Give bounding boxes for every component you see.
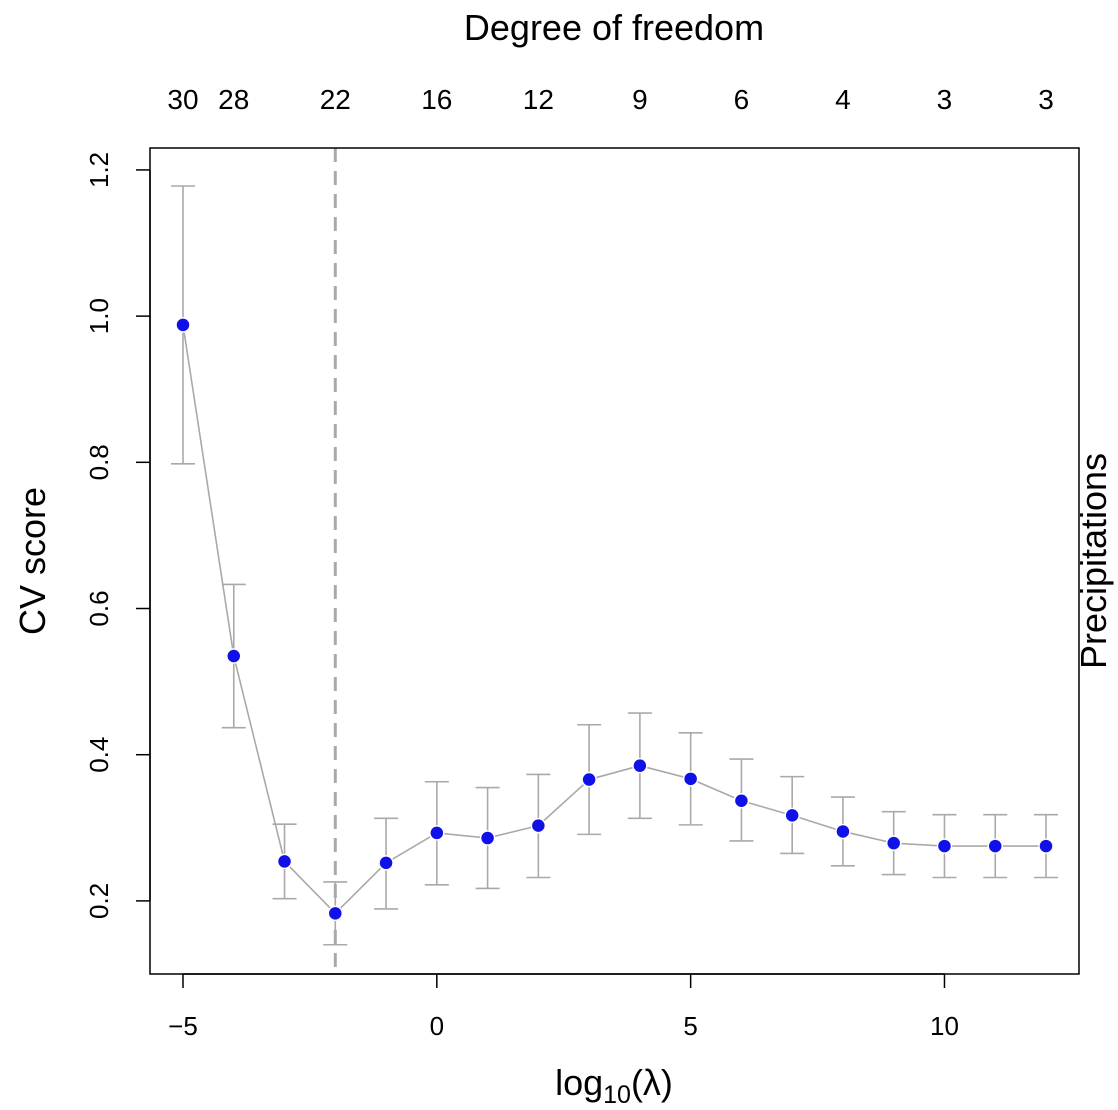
top-tick-label: 28 [218, 84, 249, 115]
connector-segment [588, 764, 641, 781]
data-point [479, 830, 496, 846]
connector-segment [436, 832, 488, 839]
data-point [175, 317, 191, 333]
y-axis-title: CV score [12, 487, 53, 635]
data-point [276, 853, 293, 870]
top-tick-label: 30 [167, 84, 198, 115]
top-axis-title: Degree of freedom [464, 7, 764, 48]
x-axis-title: log10(λ) [555, 1062, 673, 1109]
data-point [1038, 838, 1054, 854]
data-point [784, 807, 800, 824]
data-point [835, 823, 851, 840]
data-point [682, 771, 699, 787]
top-tick-label: 3 [937, 84, 953, 115]
side-panel-title: Precipitations [1073, 453, 1114, 669]
connector-segment [232, 655, 286, 862]
y-tick-label: 0.4 [84, 737, 114, 773]
top-tick-label: 3 [1038, 84, 1054, 115]
axes-layer: −5 0 5 10 0.2 0.4 0.6 0.8 1.0 1.2 30 28 22 16 12 9 6 4 3 3 [84, 84, 1054, 1041]
connector-segment [537, 778, 590, 827]
data-point [226, 648, 242, 664]
data-point [885, 835, 902, 851]
y-tick-label: 0.6 [84, 590, 114, 626]
data-point [581, 771, 597, 788]
connector-segment [283, 860, 336, 914]
connector-segment [791, 814, 844, 833]
connector-segment [182, 324, 235, 657]
data-point [987, 838, 1003, 854]
y-tick-label: 1.2 [84, 152, 114, 188]
data-point [632, 757, 648, 774]
connector-segment [487, 824, 539, 839]
connector-segment [690, 778, 742, 802]
data-point [733, 793, 750, 809]
connector-segment [639, 764, 691, 780]
y-tick-label: 0.2 [84, 883, 114, 919]
connector-segment [741, 799, 793, 817]
connector-lines [182, 324, 1047, 914]
data-point [936, 838, 953, 854]
connector-segment [893, 842, 945, 847]
x-tick-label: 5 [683, 1011, 697, 1041]
x-axis-title-argument: (λ) [631, 1062, 673, 1103]
data-point [429, 825, 445, 841]
connector-segment [334, 862, 387, 914]
y-tick-label: 1.0 [84, 298, 114, 334]
data-point [530, 817, 547, 834]
top-tick-label: 9 [632, 84, 648, 115]
top-tick-label: 16 [421, 84, 452, 115]
y-tick-label: 0.8 [84, 444, 114, 480]
x-axis-title-base: log [555, 1062, 603, 1103]
data-point [327, 905, 344, 922]
x-tick-label: 0 [430, 1011, 444, 1041]
top-tick-label: 12 [523, 84, 554, 115]
error-bars [170, 185, 1059, 946]
top-tick-label: 6 [734, 84, 750, 115]
top-tick-label: 4 [835, 84, 851, 115]
connector-segment [385, 832, 438, 864]
x-axis-title-subscript: 10 [603, 1081, 631, 1109]
top-tick-label: 22 [320, 84, 351, 115]
connector-segment [842, 830, 894, 844]
data-points [175, 317, 1054, 922]
x-tick-label: −5 [168, 1011, 198, 1041]
data-point [378, 855, 394, 871]
x-tick-label: 10 [930, 1011, 959, 1041]
